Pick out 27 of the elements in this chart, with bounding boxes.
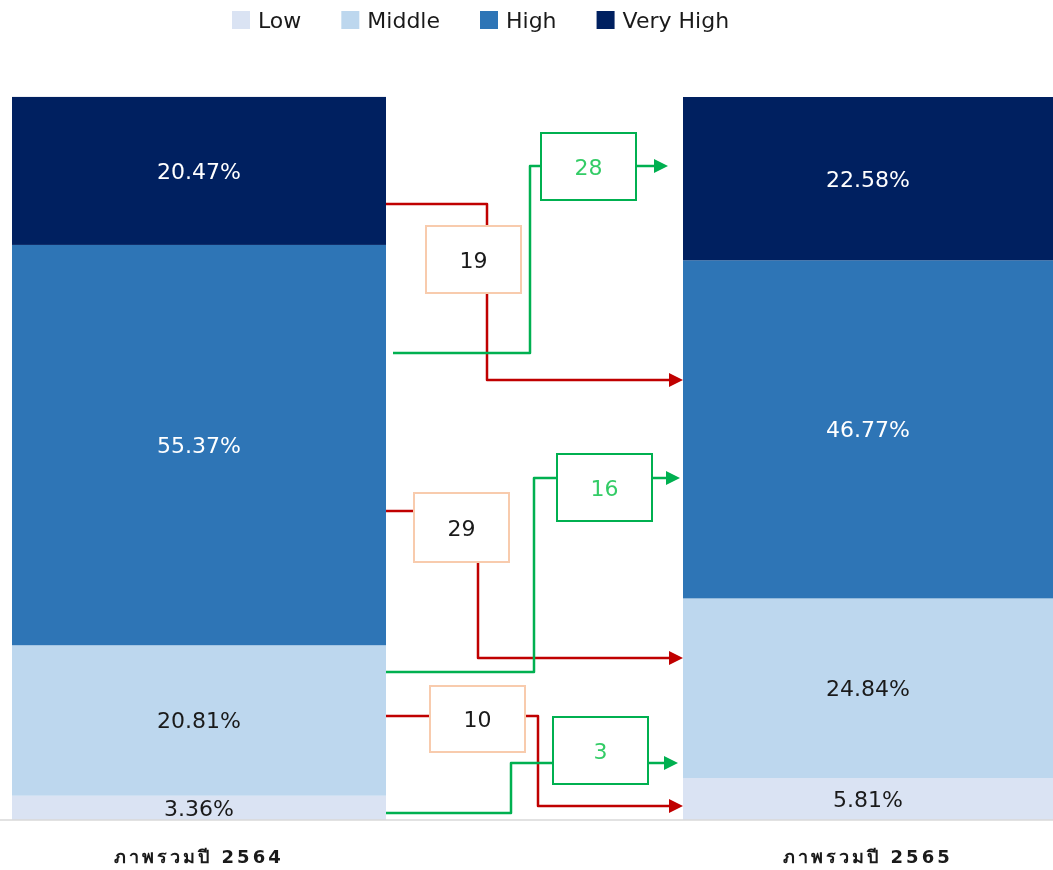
data-label: 55.37%: [157, 433, 241, 459]
annotation: 10: [463, 707, 492, 732]
data-label: 5.81%: [833, 787, 903, 812]
legend-label: High: [506, 8, 557, 33]
bar: [683, 777, 1053, 820]
x-tick-label: ภาพรวมปี 2564: [114, 846, 284, 867]
bar: [12, 244, 386, 646]
data-label: 3.36%: [164, 796, 234, 821]
x-tick-label: ภาพรวมปี 2565: [783, 846, 953, 867]
annotation: 28: [574, 154, 603, 180]
bar: [683, 260, 1053, 599]
bar: [12, 645, 386, 796]
legend-label: Low: [258, 8, 302, 33]
bar: [683, 97, 1053, 261]
legend-label: Middle: [367, 8, 440, 33]
annotation: 3: [593, 738, 608, 764]
annotation: 16: [590, 475, 619, 501]
data-label: 22.58%: [826, 166, 910, 192]
data-label: 46.77%: [826, 417, 910, 443]
data-label: 24.84%: [826, 676, 910, 702]
data-label: 20.47%: [157, 158, 241, 184]
legend-label: Very High: [622, 8, 730, 33]
annotation: 19: [459, 247, 488, 273]
annotation: 29: [447, 515, 476, 541]
data-label: 20.81%: [157, 708, 241, 734]
bar: [12, 96, 386, 245]
bar: [683, 598, 1053, 778]
